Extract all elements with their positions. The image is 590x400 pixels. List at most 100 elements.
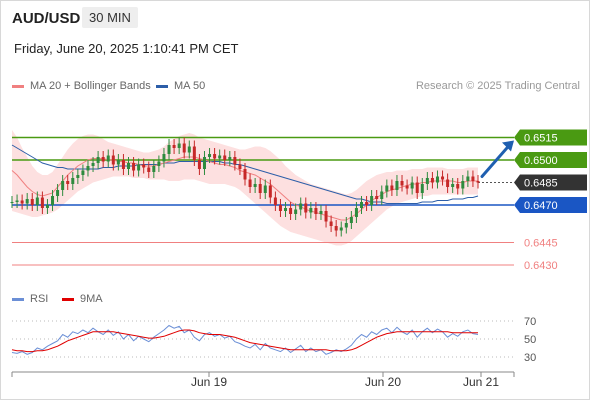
candle-body (202, 157, 206, 169)
candle-body (329, 221, 333, 226)
candle-body (56, 190, 60, 196)
candle-body (177, 143, 181, 148)
timeframe-button[interactable]: 30 MIN (82, 7, 138, 28)
candle-body (294, 209, 298, 214)
x-tick-label-0: Jun 19 (191, 375, 227, 389)
legend-ma50: MA 50 (156, 80, 205, 92)
level-label-1: 0.6500 (524, 155, 558, 167)
candle-body (365, 202, 369, 205)
candle-body (167, 145, 171, 154)
credit-text: Research © 2025 Trading Central (415, 80, 580, 92)
rsi-swatch (12, 297, 24, 301)
rsi-tick-label-1: 50 (524, 334, 536, 346)
level-label-2: 0.6485 (524, 178, 558, 190)
rsi-tick-label-2: 70 (524, 316, 536, 328)
candle-body (228, 157, 232, 160)
ma50-swatch (156, 84, 168, 88)
candle-body (253, 184, 257, 187)
candle-body (147, 167, 151, 172)
level-tag-2 (514, 174, 587, 191)
candle-body (15, 200, 19, 202)
candle-body (349, 217, 353, 223)
candle-body (71, 178, 75, 184)
candle-body (126, 163, 131, 169)
legend-rsi: RSI (12, 293, 48, 305)
level-label-5: 0.6430 (524, 260, 558, 272)
candle-body (451, 184, 455, 187)
candle-body (61, 181, 65, 190)
candle-body (20, 200, 24, 204)
candle-body (466, 176, 470, 181)
candle-body (476, 181, 480, 183)
legend-rsi-ma: 9MA (62, 293, 103, 305)
ma20-label: MA 20 + Bollinger Bands (30, 80, 151, 92)
candle-body (187, 146, 191, 153)
candle-body (273, 197, 277, 205)
candle-body (132, 163, 136, 171)
candle-body (430, 178, 434, 183)
candle-body (243, 169, 247, 180)
rsi-ma-label: 9MA (80, 293, 103, 305)
candle-body (172, 145, 176, 148)
candle-body (278, 205, 282, 211)
candle-body (380, 191, 384, 199)
ma50-label: MA 50 (174, 80, 206, 92)
level-label-0: 0.6515 (524, 133, 558, 145)
candle-body (86, 166, 90, 171)
forecast-arrow (480, 143, 512, 178)
candle-body (233, 157, 237, 165)
candle-body (76, 175, 80, 178)
candle-body (334, 226, 338, 231)
candle-body (208, 154, 212, 157)
candle-body (410, 182, 414, 189)
candle-body (213, 154, 217, 159)
candle-body (415, 182, 419, 193)
candle-body (142, 164, 146, 168)
candle-body (405, 185, 409, 189)
candle-body (314, 208, 318, 214)
level-tag-3 (514, 197, 587, 213)
candle-body (182, 143, 186, 153)
rsi-label: RSI (30, 293, 49, 305)
candle-body (81, 170, 85, 175)
forecast-arrowhead (502, 140, 514, 152)
candle-body (10, 202, 14, 203)
candle-body (354, 208, 358, 217)
rsi-ma-line (11, 329, 478, 353)
candle-body (425, 178, 429, 184)
candle-body (375, 196, 379, 199)
candle-body (441, 176, 445, 180)
rsi-ma-swatch (62, 297, 74, 301)
candle-body (30, 199, 34, 205)
x-tick-label-1: Jun 20 (365, 375, 401, 389)
chart-header: AUD/USD 30 MIN (0, 0, 590, 38)
candle-body (121, 160, 125, 169)
candle-body (248, 179, 252, 187)
candle-body (359, 202, 364, 208)
candle-body (106, 155, 110, 162)
candle-body (111, 155, 115, 165)
ma20-swatch (12, 84, 24, 88)
candle-body (40, 197, 44, 208)
candle-body (137, 164, 141, 171)
candle-body (400, 181, 404, 186)
candle-body (51, 196, 55, 205)
x-tick-label-2: Jun 21 (463, 375, 499, 389)
chart-datetime: Friday, June 20, 2025 1:10:41 PM CET (14, 41, 239, 56)
candle-body (35, 197, 39, 205)
candle-body (218, 155, 222, 159)
legend-ma20: MA 20 + Bollinger Bands (12, 80, 151, 92)
candle-body (446, 179, 450, 187)
level-label-4: 0.6445 (524, 238, 558, 250)
candle-body (96, 157, 100, 163)
candle-body (339, 227, 343, 231)
candle-body (152, 166, 156, 172)
candle-body (238, 164, 242, 169)
candle-body (456, 184, 460, 189)
candle-body (197, 160, 201, 169)
candle-body (157, 161, 161, 166)
candle-body (309, 208, 313, 213)
candle-body (435, 176, 439, 183)
candle-body (162, 154, 166, 162)
